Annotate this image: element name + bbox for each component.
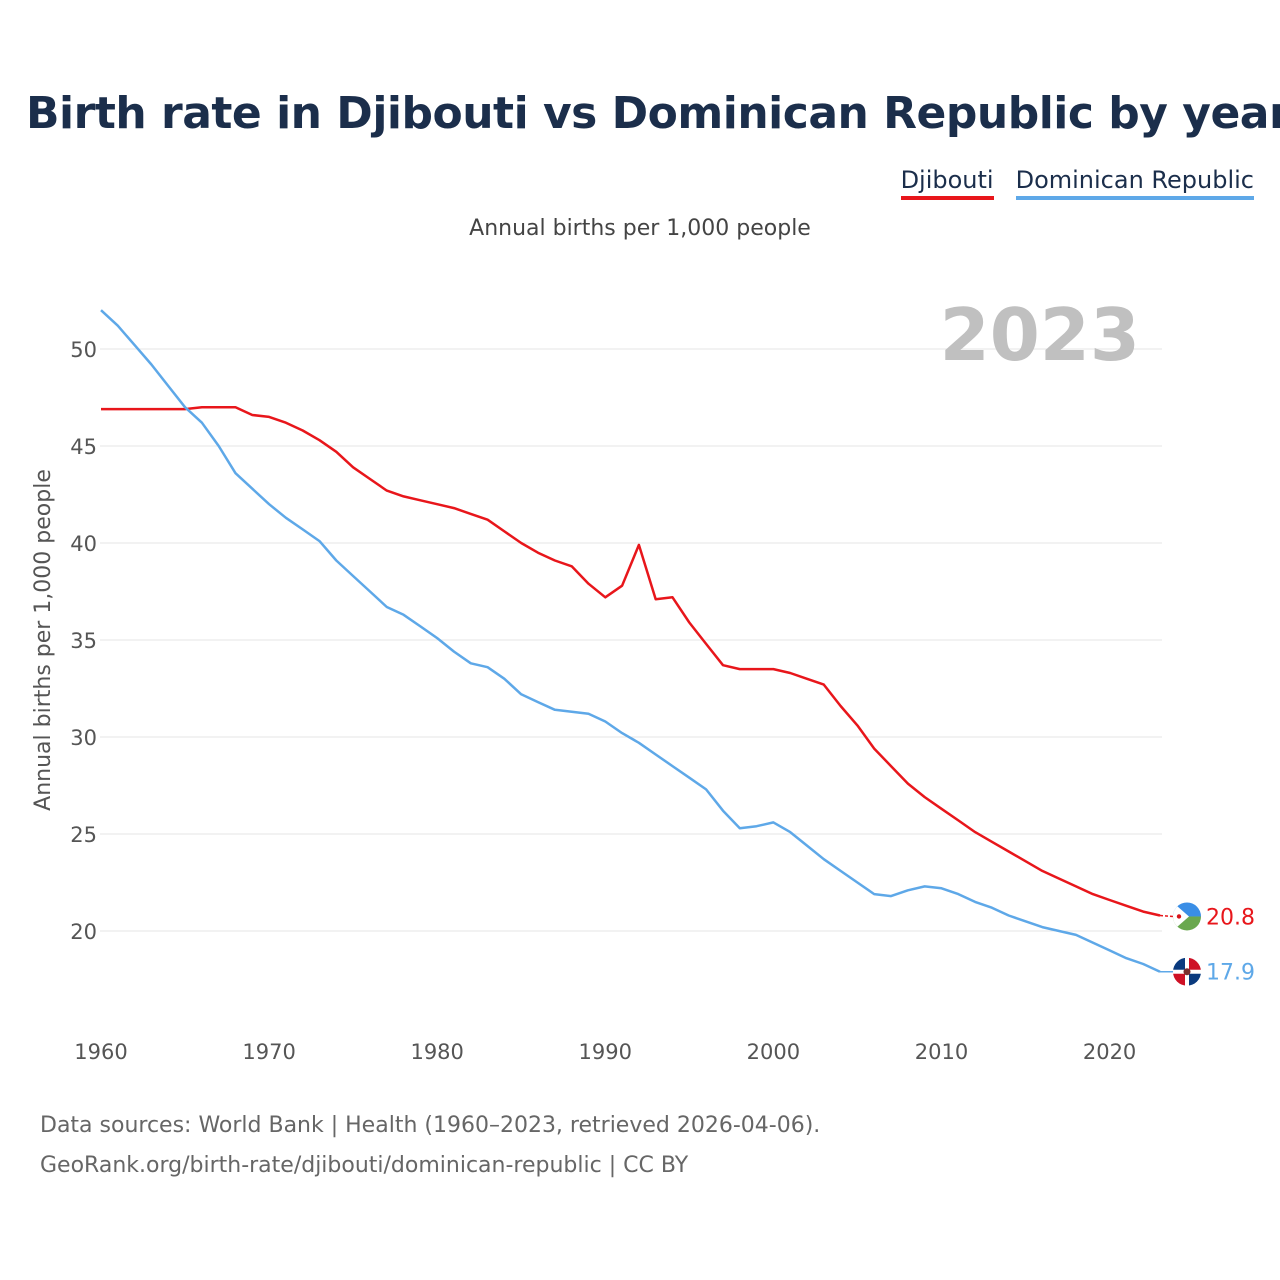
x-tick-label-1990: 1990 [579,1040,632,1064]
x-tick-label-2000: 2000 [747,1040,800,1064]
y-tick-label-35: 35 [70,629,97,653]
legend-label-djibouti: Djibouti [900,166,994,194]
flag-q1 [1173,957,1185,970]
flag-markers [1159,902,1201,986]
chart-title: Birth rate in Djibouti vs Dominican Repu… [26,88,1280,139]
sources-line-1: Data sources: World Bank | Health (1960–… [40,1113,821,1138]
y-tick-label-30: 30 [70,726,97,750]
x-axis-ticks: 1960 1970 1980 1990 2000 2010 2020 [74,1040,1136,1064]
x-tick-label-2020: 2020 [1083,1040,1136,1064]
sources: Data sources: World Bank | Health (1960–… [40,1106,820,1186]
connector-djibouti [1159,914,1174,918]
sources-line-2[interactable]: GeoRank.org/birth-rate/djibouti/dominica… [40,1153,689,1178]
legend: Djibouti Dominican Republic [900,166,1254,200]
djibouti-flag-body [1173,902,1201,931]
y-tick-label-25: 25 [70,823,97,847]
flag-q4 [1189,973,1201,986]
series-line-djibouti [101,405,1161,917]
y-tick-label-50: 50 [70,338,97,362]
series-lines [100,309,1161,973]
legend-swatch-dominican-republic [1015,196,1254,200]
chart-subtitle: Annual births per 1,000 people [469,216,811,241]
series-line-dominican-republic [100,309,1161,973]
x-tick-label-1970: 1970 [242,1040,295,1064]
legend-item-dominican-republic[interactable]: Dominican Republic [1015,166,1254,200]
x-tick-label-2010: 2010 [915,1040,968,1064]
grid-lines [100,348,1162,932]
dominican-republic-flag-icon [1173,957,1201,986]
y-axis-label: Annual births per 1,000 people [31,469,56,811]
y-tick-label-45: 45 [70,435,97,459]
flag-star [1176,914,1182,919]
x-tick-label-1980: 1980 [410,1040,463,1064]
legend-label-dominican-republic: Dominican Republic [1015,166,1254,194]
x-tick-label-1960: 1960 [74,1040,127,1064]
y-tick-label-20: 20 [70,920,97,944]
y-tick-label-40: 40 [70,532,97,556]
end-value-label-djibouti: 20.8 [1206,905,1255,930]
year-watermark: 2023 [940,293,1140,377]
legend-item-djibouti[interactable]: Djibouti [900,166,994,200]
end-value-label-dominican-republic: 17.9 [1206,961,1255,986]
y-axis-ticks: 20 25 30 35 40 45 50 [70,338,97,944]
flag-q2 [1189,957,1201,970]
legend-swatch-djibouti [900,196,994,200]
djibouti-flag-icon [1173,902,1201,931]
flag-q3 [1173,973,1185,986]
flag-emblem [1183,968,1191,976]
